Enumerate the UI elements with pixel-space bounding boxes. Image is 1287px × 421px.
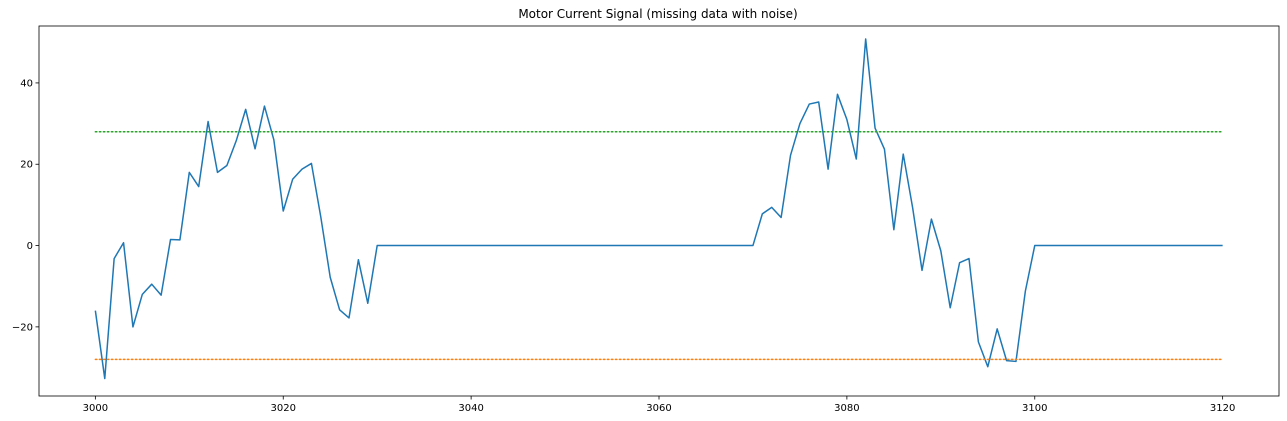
x-tick-label: 3120 [1210, 403, 1235, 414]
axes-frame [38, 25, 1280, 397]
x-tick-label: 3060 [646, 403, 671, 414]
y-tick-label: 20 [20, 160, 33, 171]
x-tick-label: 3020 [271, 403, 296, 414]
x-tick-label: 3080 [834, 403, 859, 414]
axes: 3000 3020 3040 3060 3080 3100 3120 −20 0 20 40 [12, 25, 1280, 414]
y-tick-label: 40 [20, 78, 33, 89]
series-line-1 [94, 38, 1223, 380]
chart-title: Motor Current Signal (missing data with … [518, 7, 797, 21]
x-tick-label: 3000 [83, 403, 108, 414]
x-tick-label: 3040 [458, 403, 483, 414]
x-tick-label: 3100 [1022, 403, 1047, 414]
plot-area [94, 38, 1224, 380]
y-tick-label: −20 [12, 322, 33, 333]
y-tick-label: 0 [27, 241, 33, 252]
